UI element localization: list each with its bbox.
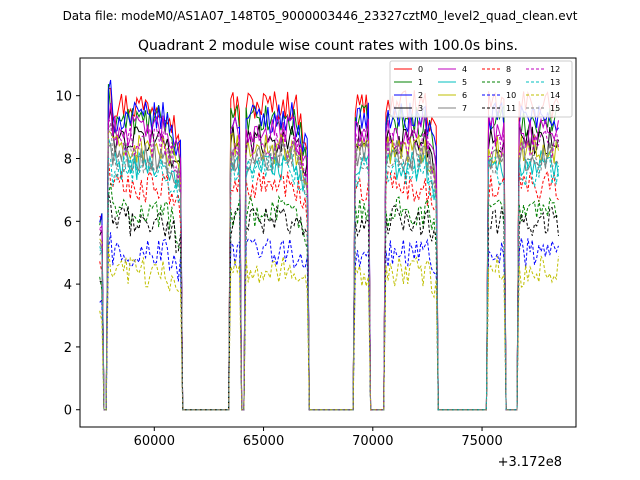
series-line-1: [99, 84, 559, 411]
legend-label: 7: [462, 104, 467, 113]
legend-label: 3: [418, 104, 423, 113]
axis-ticks: 60000 65000 70000 75000 0 2 4 6 8 10: [55, 90, 502, 449]
legend-label: 15: [550, 104, 560, 113]
legend-label: 1: [418, 78, 423, 87]
series-line-5: [99, 138, 559, 411]
series-line-15: [99, 122, 559, 411]
series-line-9: [99, 183, 559, 411]
y-tick-label: 2: [64, 341, 72, 356]
x-tick-label: 70000: [352, 434, 393, 449]
y-tick-label: 8: [64, 152, 72, 167]
legend-label: 13: [550, 78, 560, 87]
legend-label: 12: [550, 65, 560, 74]
legend-label: 11: [506, 104, 516, 113]
series-line-11: [99, 193, 559, 411]
chart-title: Quadrant 2 module wise count rates with …: [138, 38, 518, 54]
legend-label: 14: [550, 91, 560, 100]
legend-label: 5: [462, 78, 467, 87]
series-line-14: [99, 245, 559, 411]
series-line-8: [99, 159, 559, 411]
x-tick-label: 65000: [243, 434, 284, 449]
legend-label: 6: [462, 91, 467, 100]
series-line-10: [99, 232, 559, 411]
x-tick-label: 60000: [134, 434, 175, 449]
legend-label: 9: [506, 78, 511, 87]
legend-label: 0: [418, 65, 423, 74]
y-tick-label: 6: [64, 215, 72, 230]
x-offset-label: +3.172e8: [498, 455, 562, 470]
series-line-2: [99, 79, 559, 411]
axes-frame: [79, 57, 577, 428]
y-tick-label: 0: [64, 404, 72, 419]
y-tick-label: 10: [55, 90, 72, 105]
series-line-7: [99, 139, 559, 411]
legend-label: 10: [506, 91, 516, 100]
plot-lines: [99, 79, 559, 411]
y-tick-label: 4: [64, 278, 72, 293]
legend-label: 4: [462, 65, 467, 74]
data-file-suptitle: Data file: modeM0/AS1A07_148T05_90000034…: [63, 9, 578, 23]
series-line-12: [99, 118, 559, 411]
legend-box: [389, 60, 573, 118]
x-tick-label: 75000: [461, 434, 502, 449]
legend-label: 2: [418, 91, 423, 100]
legend-label: 8: [506, 65, 511, 74]
